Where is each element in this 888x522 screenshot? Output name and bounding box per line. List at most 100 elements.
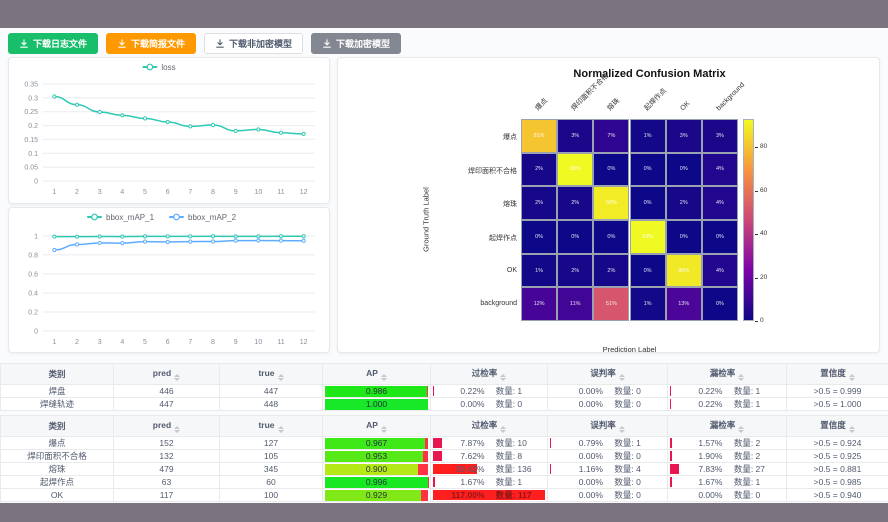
rate-bar xyxy=(670,386,671,396)
misjudge-rate: 0.00% 数量: 0 xyxy=(550,386,665,397)
rate-count: 数量: 4 xyxy=(614,464,641,474)
pred-count: 63 xyxy=(113,475,220,489)
matrix-cell: 2% xyxy=(557,253,594,288)
colorbar-tick-mark xyxy=(755,321,758,322)
download-icon xyxy=(20,38,28,48)
matrix-cell-value: 1% xyxy=(535,267,544,274)
column-header-pred[interactable]: pred xyxy=(113,415,220,437)
miss-rate: 0.00% 数量: 0 xyxy=(670,490,784,501)
sort-caret-icon[interactable] xyxy=(500,426,507,433)
sort-caret-icon[interactable] xyxy=(277,373,284,381)
sort-caret-icon[interactable] xyxy=(738,374,745,381)
sort-caret-icon[interactable] xyxy=(500,374,507,381)
rate-count: 数量: 2 xyxy=(733,438,761,448)
matrix-cell: 2% xyxy=(593,253,630,288)
matrix-cell: 93% xyxy=(557,152,594,187)
svg-text:12: 12 xyxy=(300,339,308,346)
sort-caret-icon[interactable] xyxy=(277,425,284,433)
rate-percent: 0.22% xyxy=(460,386,485,396)
column-header-误判率[interactable]: 误判率 xyxy=(547,415,668,437)
true-count: 60 xyxy=(219,475,323,489)
sort-caret-icon[interactable] xyxy=(848,426,855,433)
column-header-pred[interactable]: pred xyxy=(113,363,220,385)
svg-text:bbox_mAP_2: bbox_mAP_2 xyxy=(188,213,237,222)
rate-count: 数量: 10 xyxy=(495,438,527,448)
overdetect-rate: 39.42% 数量: 136 xyxy=(433,464,545,475)
rate-percent: 7.62% xyxy=(460,451,485,461)
misjudge-rate: 1.16% 数量: 4 xyxy=(550,464,665,475)
x-axis-label: Prediction Label xyxy=(602,345,657,354)
download-button-3[interactable]: 下载加密模型 xyxy=(311,33,402,54)
sort-caret-icon[interactable] xyxy=(174,373,181,381)
column-header-过检率[interactable]: 过检率 xyxy=(430,363,548,385)
ap-bar: 0.986 xyxy=(325,385,428,397)
sort-caret-icon[interactable] xyxy=(380,425,387,433)
sort-caret-icon[interactable] xyxy=(848,374,855,381)
svg-text:0.4: 0.4 xyxy=(28,290,38,297)
rate-count: 数量: 0 xyxy=(733,490,761,500)
matrix-cell: 0% xyxy=(521,220,558,254)
download-button-2[interactable]: 下载非加密模型 xyxy=(204,33,304,54)
rate-percent: 0.79% xyxy=(578,438,603,448)
miss-cell: 1.57% 数量: 2 xyxy=(667,436,787,450)
column-header-label: 过检率 xyxy=(471,368,498,378)
matrix-cell-value: 3% xyxy=(679,132,688,139)
svg-text:4: 4 xyxy=(120,189,124,196)
column-header-label: AP xyxy=(366,419,378,430)
misjudge-rate: 0.00% 数量: 0 xyxy=(550,451,665,462)
matrix-cell: 11% xyxy=(557,287,594,321)
sort-caret-icon[interactable] xyxy=(618,426,625,433)
sort-caret-icon[interactable] xyxy=(174,425,181,433)
matrix-row-label: background xyxy=(480,300,517,308)
chart-title: Normalized Confusion Matrix xyxy=(573,68,726,80)
overdetect-cell: 1.67% 数量: 1 xyxy=(430,475,548,489)
column-header-漏检率[interactable]: 漏检率 xyxy=(667,415,787,437)
column-header-true[interactable]: true xyxy=(219,363,323,385)
column-header-置信度[interactable]: 置信度 xyxy=(786,363,888,385)
rate-count: 数量: 117 xyxy=(495,490,532,500)
matrix-cell-value: 0% xyxy=(679,166,688,173)
svg-text:1: 1 xyxy=(34,233,38,240)
column-header-AP[interactable]: AP xyxy=(322,415,431,437)
ap-cell: 0.929 xyxy=(322,488,431,502)
top-chrome-bar xyxy=(0,0,888,28)
ap-bar: 0.967 xyxy=(325,437,428,449)
svg-text:3: 3 xyxy=(98,339,102,346)
overdetect-cell: 117.00% 数量: 117 xyxy=(430,488,548,502)
download-button-label: 下载日志文件 xyxy=(33,39,88,49)
matrix-cell: 0% xyxy=(665,220,702,254)
ap-bar-green xyxy=(325,489,421,501)
table-row: 爆点 152 127 0.967 7.87% 数量: 10 0.79% 数量: 1 1.57% 数… xyxy=(0,436,888,450)
column-header-过检率[interactable]: 过检率 xyxy=(430,415,548,437)
svg-text:6: 6 xyxy=(166,189,170,196)
svg-text:7: 7 xyxy=(188,339,192,346)
column-header-漏检率[interactable]: 漏检率 xyxy=(667,363,787,385)
pred-count: 132 xyxy=(113,449,220,463)
misjudge-rate: 0.00% 数量: 0 xyxy=(550,490,665,501)
sort-caret-icon[interactable] xyxy=(380,373,387,381)
colorbar-tick-label: 80 xyxy=(760,143,768,151)
overdetect-cell: 0.00% 数量: 0 xyxy=(430,397,548,411)
download-button-1[interactable]: 下载简报文件 xyxy=(106,33,197,54)
svg-text:8: 8 xyxy=(211,189,215,196)
column-header-置信度[interactable]: 置信度 xyxy=(786,415,888,437)
confusion-matrix-card: Normalized Confusion Matrix 81% 3% 7% 1% 3% 3%… xyxy=(337,57,880,354)
column-header-AP[interactable]: AP xyxy=(322,363,431,385)
column-header-误判率[interactable]: 误判率 xyxy=(547,363,668,385)
matrix-cell-value: 1% xyxy=(643,132,652,139)
sort-caret-icon[interactable] xyxy=(738,426,745,433)
rate-percent: 117.00% xyxy=(451,490,485,500)
rate-bar xyxy=(433,438,442,448)
svg-text:loss: loss xyxy=(161,63,175,72)
column-header-label: 漏检率 xyxy=(709,420,736,430)
colorbar-tick-mark xyxy=(755,147,758,149)
column-header-true[interactable]: true xyxy=(219,415,323,437)
download-button-0[interactable]: 下载日志文件 xyxy=(8,33,99,54)
misjudge-cell: 0.00% 数量: 0 xyxy=(547,449,668,463)
matrix-cell-value: 0% xyxy=(643,166,652,173)
column-header-label: pred xyxy=(152,367,172,378)
sort-caret-icon[interactable] xyxy=(618,374,625,381)
y-axis-label: Ground Truth Label xyxy=(421,187,431,252)
rate-percent: 0.00% xyxy=(578,399,603,409)
bottom-chrome-bar xyxy=(0,503,888,522)
